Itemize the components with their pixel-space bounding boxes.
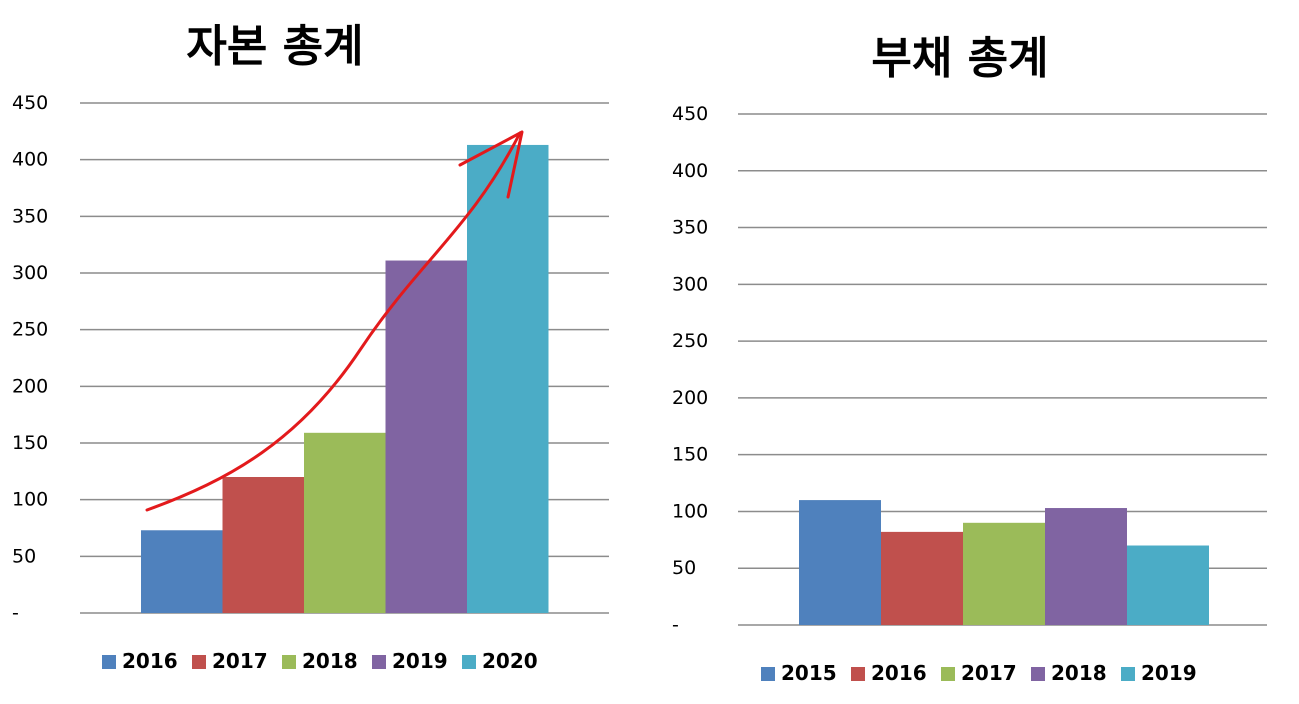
- legend-swatch: [1121, 667, 1135, 681]
- bar-2018: [1045, 508, 1127, 625]
- bar-2020: [467, 144, 549, 613]
- legend-swatch: [282, 655, 296, 669]
- y-tick-label: 150: [12, 432, 48, 454]
- trend-arrow: [145, 131, 522, 512]
- y-tick-label: 50: [672, 557, 696, 579]
- chart-capital-total: 자본 총계 - 50 100 150 200 250 300 350 400 450 2016 201…: [0, 0, 640, 700]
- y-tick-label: 450: [672, 103, 708, 125]
- y-tick-label: 200: [12, 375, 48, 397]
- chart-liabilities-total: 부채 총계 - 50 100 150 200 250 300 350 400 450 2015 201…: [650, 0, 1299, 700]
- chart-plot-capital: - 50 100 150 200 250 300 350 400 450 2016 2017 2018 2…: [12, 92, 609, 673]
- legend-label: 2018: [1051, 661, 1107, 685]
- y-tick-label: -: [12, 602, 19, 624]
- y-tick-label: 250: [672, 330, 708, 352]
- legend-swatch: [192, 655, 206, 669]
- bar-2015: [799, 500, 881, 625]
- y-tick-label: 300: [672, 273, 708, 295]
- legend-label: 2019: [1141, 661, 1197, 685]
- bar-2016: [141, 530, 223, 613]
- y-tick-label: 100: [672, 500, 708, 522]
- y-tick-label: 400: [12, 149, 48, 171]
- legend-swatch: [102, 655, 116, 669]
- y-tick-label: 50: [12, 545, 36, 567]
- bar-2017: [963, 522, 1045, 625]
- y-tick-label: 350: [12, 205, 48, 227]
- bar-2017: [222, 477, 304, 613]
- legend-swatch: [851, 667, 865, 681]
- legend-label: 2017: [212, 649, 268, 673]
- legend-label: 2017: [961, 661, 1017, 685]
- y-tick-label: -: [672, 614, 679, 636]
- bar-2019: [1127, 545, 1209, 625]
- legend-swatch: [761, 667, 775, 681]
- bar-2019: [385, 260, 467, 613]
- chart-title: 부채 총계: [871, 33, 1049, 84]
- y-tick-label: 350: [672, 217, 708, 239]
- legend-label: 2015: [781, 661, 837, 685]
- legend-label: 2020: [482, 649, 538, 673]
- trend-arrow-head: [458, 130, 524, 199]
- bar-2018: [304, 432, 386, 613]
- legend-swatch: [1031, 667, 1045, 681]
- legend-label: 2019: [392, 649, 448, 673]
- y-tick-label: 400: [672, 160, 708, 182]
- legend-swatch: [372, 655, 386, 669]
- legend-label: 2018: [302, 649, 358, 673]
- y-tick-label: 200: [672, 387, 708, 409]
- y-tick-label: 300: [12, 262, 48, 284]
- legend-label: 2016: [122, 649, 178, 673]
- chart-plot-liabilities: - 50 100 150 200 250 300 350 400 450 2015 2016 2017 2…: [672, 103, 1267, 685]
- legend-label: 2016: [871, 661, 927, 685]
- legend-swatch: [941, 667, 955, 681]
- y-tick-label: 450: [12, 92, 48, 114]
- bar-2016: [881, 531, 963, 625]
- y-tick-label: 150: [672, 444, 708, 466]
- legend-swatch: [462, 655, 476, 669]
- chart-title: 자본 총계: [186, 21, 364, 72]
- y-tick-label: 250: [12, 319, 48, 341]
- y-tick-label: 100: [12, 489, 48, 511]
